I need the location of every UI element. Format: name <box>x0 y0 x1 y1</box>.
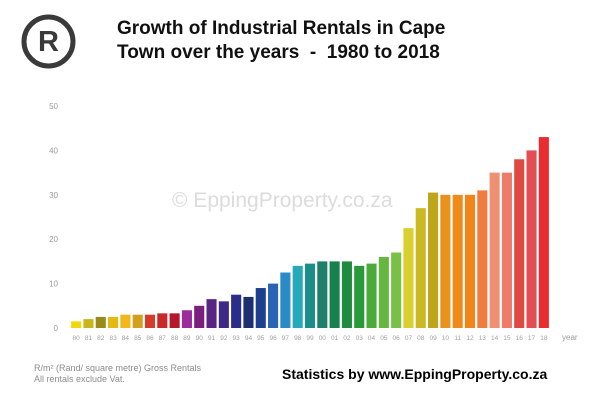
bar-04 <box>366 263 377 328</box>
bar-97 <box>280 272 291 328</box>
x-tick-label: 07 <box>405 335 413 342</box>
x-axis-label: year <box>562 333 578 342</box>
watermark: © EppingProperty.co.za <box>172 189 393 212</box>
bar-96 <box>268 283 279 328</box>
bar-84 <box>120 314 131 328</box>
bar-01 <box>329 261 340 328</box>
bar-05 <box>378 256 389 328</box>
bar-98 <box>292 265 303 328</box>
x-tick-label: 00 <box>319 335 327 342</box>
x-tick-label: 81 <box>85 335 93 342</box>
x-tick-label: 13 <box>479 335 487 342</box>
bars <box>71 137 549 328</box>
x-tick-label: 93 <box>233 335 241 342</box>
x-tick-label: 99 <box>306 335 314 342</box>
note-line-2: All rentals exclude Vat. <box>34 374 125 384</box>
bar-09 <box>428 192 439 328</box>
x-tick-label: 06 <box>393 335 401 342</box>
x-tick-label: 01 <box>331 335 339 342</box>
x-tick-label: 89 <box>183 335 191 342</box>
bar-90 <box>194 305 205 328</box>
x-tick-label: 80 <box>73 335 81 342</box>
x-tick-label: 85 <box>134 335 142 342</box>
registered-trademark-icon: R <box>21 14 76 69</box>
bar-95 <box>255 288 266 328</box>
bar-85 <box>132 314 143 328</box>
bar-07 <box>403 228 414 328</box>
bar-18 <box>538 137 549 328</box>
title-line-2: Town over the years - 1980 to 2018 <box>117 42 440 63</box>
bar-81 <box>83 319 94 328</box>
x-tick-label: 08 <box>417 335 425 342</box>
bar-94 <box>243 296 254 328</box>
bar-14 <box>489 172 500 328</box>
y-axis: 0 10 20 30 40 50 <box>49 102 58 333</box>
x-tick-label: 92 <box>220 335 228 342</box>
bar-06 <box>391 252 402 328</box>
x-tick-label: 17 <box>528 335 536 342</box>
x-tick-label: 91 <box>208 335 216 342</box>
bar-11 <box>452 194 463 328</box>
y-tick-label: 10 <box>49 280 58 289</box>
bar-17 <box>526 150 537 328</box>
bar-89 <box>181 310 192 328</box>
bar-86 <box>144 314 156 328</box>
x-tick-label: 18 <box>540 335 548 342</box>
x-tick-label: 84 <box>122 335 130 342</box>
bar-99 <box>304 263 316 328</box>
y-tick-label: 20 <box>49 235 58 244</box>
bar-93 <box>231 294 242 328</box>
x-tick-label: 12 <box>466 335 474 342</box>
x-tick-label: 05 <box>380 335 388 342</box>
bar-80 <box>71 321 82 328</box>
x-tick-label: 11 <box>454 335 461 342</box>
x-tick-label: 96 <box>269 335 277 342</box>
x-tick-label: 02 <box>343 335 351 342</box>
bar-10 <box>440 194 451 328</box>
x-tick-label: 10 <box>442 335 450 342</box>
bar-82 <box>95 316 106 328</box>
bar-13 <box>477 190 488 328</box>
x-tick-label: 09 <box>429 335 437 342</box>
x-tick-label: 83 <box>109 335 117 342</box>
title-line-1: Growth of Industrial Rentals in Cape <box>117 18 446 39</box>
x-tick-label: 94 <box>245 335 253 342</box>
x-tick-label: 03 <box>356 335 364 342</box>
bar-16 <box>514 159 525 328</box>
bar-88 <box>169 313 180 328</box>
bar-92 <box>218 301 229 328</box>
bar-08 <box>415 208 426 328</box>
bar-12 <box>464 194 476 328</box>
bar-03 <box>354 265 365 328</box>
y-tick-label: 40 <box>49 146 58 155</box>
x-tick-label: 16 <box>516 335 524 342</box>
x-tick-label: 90 <box>196 335 204 342</box>
bar-87 <box>157 313 168 328</box>
chart-title: Growth of Industrial Rentals in Cape Tow… <box>117 17 537 65</box>
x-tick-label: 82 <box>97 335 105 342</box>
x-tick-label: 98 <box>294 335 302 342</box>
logo-letter: R <box>38 26 59 58</box>
y-tick-label: 30 <box>49 191 58 200</box>
bar-00 <box>317 261 328 328</box>
x-tick-label: 95 <box>257 335 265 342</box>
x-tick-label: 04 <box>368 335 376 342</box>
x-tick-label: 14 <box>491 335 499 342</box>
rental-note: R/m² (Rand/ square metre) Gross Rentals … <box>34 363 201 385</box>
x-tick-label: 86 <box>146 335 154 342</box>
y-tick-label: 0 <box>54 324 59 333</box>
statistics-credit: Statistics by www.EppingProperty.co.za <box>282 366 548 382</box>
x-tick-label: 97 <box>282 335 290 342</box>
bar-02 <box>341 261 352 328</box>
y-tick-label: 50 <box>49 102 58 111</box>
x-tick-label: 15 <box>503 335 511 342</box>
x-tick-label: 87 <box>159 335 167 342</box>
bar-91 <box>206 299 217 328</box>
x-tick-label: 88 <box>171 335 179 342</box>
note-line-1: R/m² (Rand/ square metre) Gross Rentals <box>34 363 202 373</box>
x-axis: 80 81 82 83 84 85 86 87 88 89 90 91 92 93 94 95 96 97 98 99… <box>73 335 548 342</box>
bar-15 <box>501 172 512 328</box>
bar-83 <box>108 316 119 328</box>
